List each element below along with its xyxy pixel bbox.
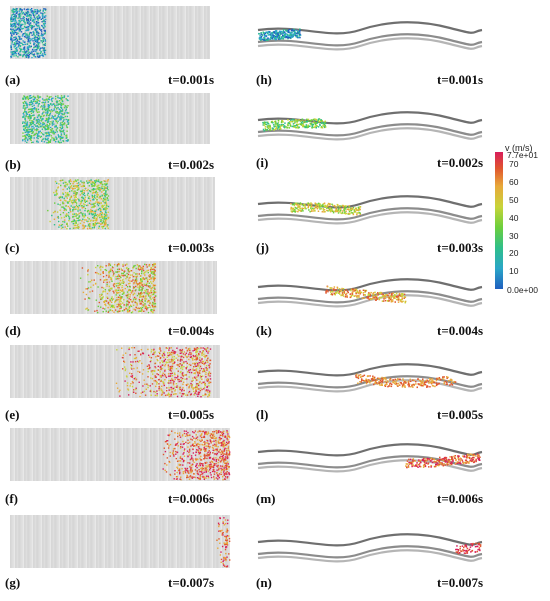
panel-label-m: (m) <box>256 491 276 506</box>
panel-label-b: (b) <box>5 157 21 172</box>
panel-label-f: (f) <box>5 491 18 506</box>
panel-label-n: (n) <box>256 575 272 590</box>
colorbar-tick-label: 10 <box>509 266 519 277</box>
straight-channel-panels <box>10 6 231 568</box>
straight-channel-2 <box>10 177 215 230</box>
panel-time-l: t=0.005s <box>437 407 484 422</box>
curved-channel-6 <box>257 533 483 563</box>
curved-channel-2 <box>257 195 483 225</box>
panel-label-l: (l) <box>256 407 269 422</box>
curved-channel-0 <box>257 21 483 51</box>
straight-channel-4 <box>10 345 220 398</box>
panel-label-d: (d) <box>5 323 21 338</box>
panel-time-i: t=0.002s <box>437 155 484 170</box>
panel-time-d: t=0.004s <box>168 323 215 338</box>
panel-label-a: (a) <box>5 72 21 87</box>
colorbar-min-label: 0.0e+00 <box>507 285 538 295</box>
straight-channel-6 <box>10 515 230 568</box>
panel-time-h: t=0.001s <box>437 72 484 87</box>
colorbar-tick-label: 50 <box>509 195 519 206</box>
panel-label-k: (k) <box>256 323 272 338</box>
curved-channel-5 <box>257 443 483 473</box>
colorbar-tick-label: 20 <box>509 248 519 259</box>
panel-label-i: (i) <box>256 155 269 170</box>
curved-channel-4 <box>257 363 483 393</box>
panel-time-g: t=0.007s <box>168 575 215 590</box>
colorbar-tick-label: 40 <box>509 212 519 223</box>
panel-time-c: t=0.003s <box>168 240 215 255</box>
colorbar-max-label: 7.7e+01 <box>507 150 538 160</box>
colorbar-tick-label: 30 <box>509 230 519 241</box>
colorbar-tick-label: 70 <box>509 159 519 170</box>
panel-label-e: (e) <box>5 407 20 422</box>
colorbar-tick-label: 60 <box>509 177 519 188</box>
colorbar-title: v (m/s) <box>505 143 533 153</box>
panel-label-h: (h) <box>256 72 272 87</box>
panel-label-c: (c) <box>5 240 20 255</box>
panel-time-j: t=0.003s <box>437 240 484 255</box>
panel-time-b: t=0.002s <box>168 157 215 172</box>
straight-channel-0 <box>10 6 210 59</box>
panel-time-n: t=0.007s <box>437 575 484 590</box>
panel-time-k: t=0.004s <box>437 323 484 338</box>
curved-channel-3 <box>257 278 483 308</box>
panel-label-j: (j) <box>256 240 269 255</box>
panel-time-a: t=0.001s <box>168 72 215 87</box>
colorbar <box>495 152 503 289</box>
panel-time-f: t=0.006s <box>168 491 215 506</box>
curved-channel-panels <box>257 21 483 563</box>
panel-time-m: t=0.006s <box>437 491 484 506</box>
panel-time-e: t=0.005s <box>168 407 215 422</box>
panel-label-g: (g) <box>5 575 21 590</box>
straight-channel-5 <box>10 428 230 481</box>
